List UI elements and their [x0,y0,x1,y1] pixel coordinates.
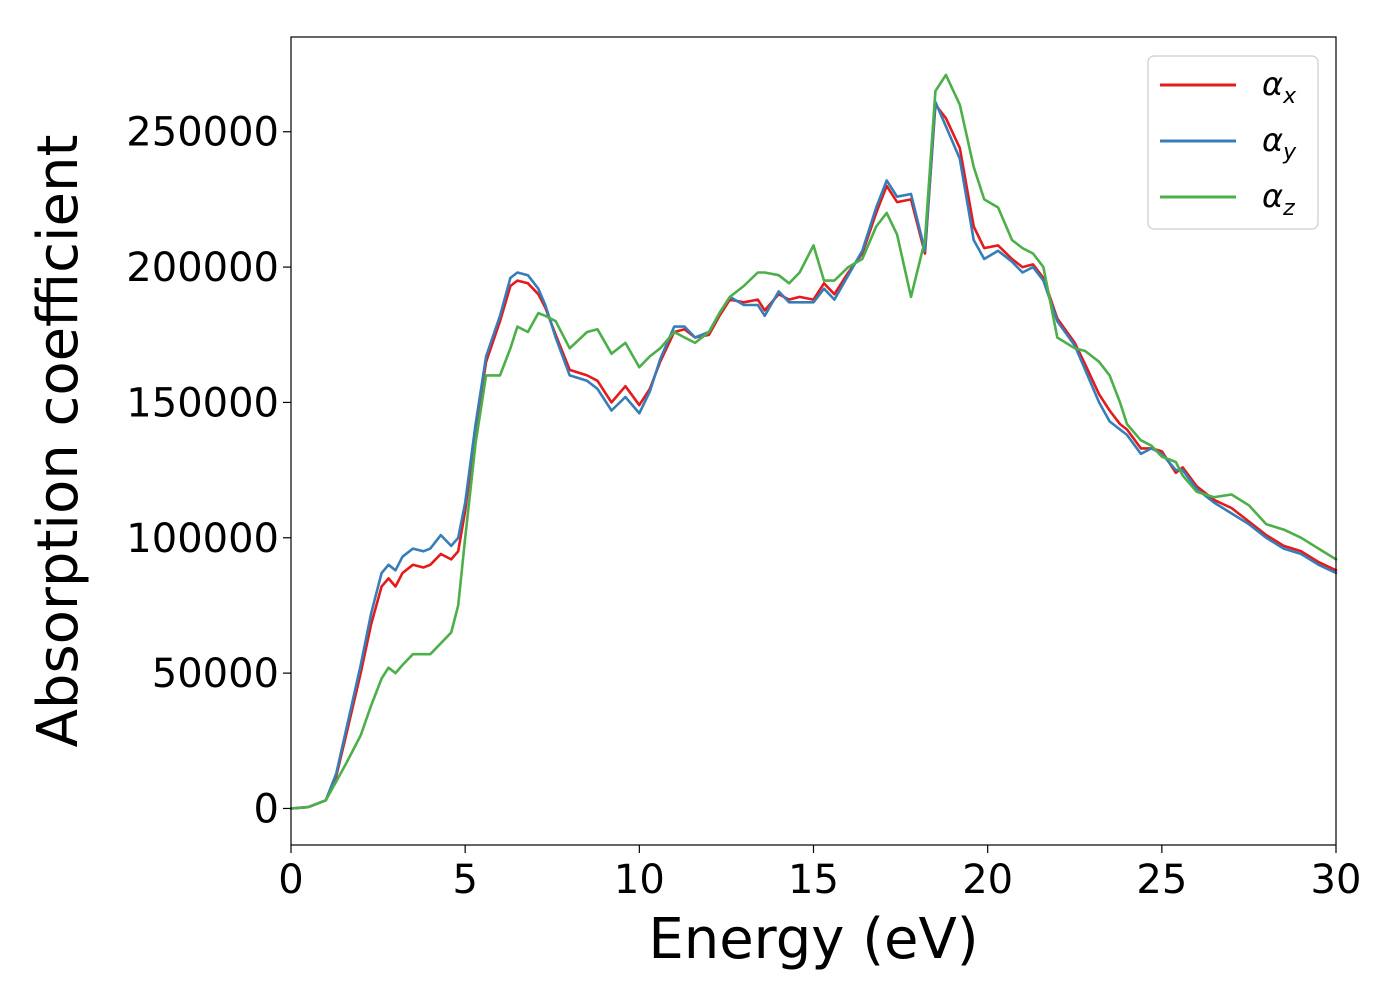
y-tick-label: 200000 [126,245,279,291]
x-tick-label: 10 [614,857,665,903]
x-tick-label: 5 [452,857,477,903]
x-tick-label: 0 [278,857,303,903]
series-line-z [289,73,1338,810]
x-tick-label: 25 [1136,857,1187,903]
x-axis-label: Energy (eV) [648,907,978,972]
y-axis-ticks: 0 50000 100000 150000 200000 250000 [126,110,291,832]
y-tick-label: 50000 [152,651,279,697]
y-tick-label: 150000 [126,380,279,426]
y-tick-label: 100000 [126,516,279,562]
y-axis-label: Absorption coefficient [26,135,91,748]
x-tick-label: 15 [788,857,839,903]
y-tick-label: 250000 [126,110,279,156]
x-tick-label: 20 [962,857,1013,903]
series-line-y [289,100,1338,810]
y-tick-label: 0 [254,786,279,832]
x-tick-label: 30 [1311,857,1362,903]
x-axis-ticks: 0 5 10 15 20 25 30 [278,845,1361,903]
series-lines [289,73,1338,810]
